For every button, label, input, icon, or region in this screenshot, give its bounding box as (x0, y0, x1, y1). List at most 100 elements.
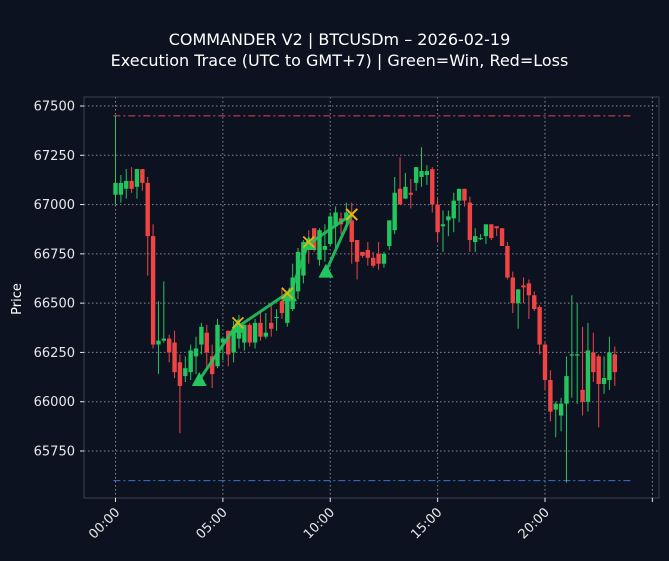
candle-body (397, 188, 403, 205)
candle (473, 228, 478, 252)
candle-body (537, 307, 542, 345)
candle-body (220, 338, 226, 343)
candle (580, 326, 585, 416)
candle (542, 342, 548, 390)
candle (268, 305, 274, 337)
candle (118, 175, 124, 203)
candle-body (129, 180, 134, 189)
candle (424, 165, 430, 185)
reference-lines (113, 115, 634, 482)
candle-body (548, 380, 553, 412)
candle-body (532, 295, 537, 310)
candle (129, 167, 134, 193)
candle (564, 356, 569, 483)
plot-frame (83, 96, 660, 499)
candle (156, 301, 161, 375)
candle-body (317, 230, 322, 260)
candle (258, 311, 263, 341)
y-tick-label: 65750 (34, 445, 75, 460)
candle-body (236, 328, 242, 339)
candle (199, 322, 204, 355)
candle-body (553, 403, 558, 410)
candle-body (467, 202, 473, 241)
candle-body (188, 350, 193, 373)
candle (209, 344, 215, 388)
candle (532, 291, 537, 312)
candle-body (489, 224, 494, 239)
candle (451, 192, 456, 233)
candle (569, 295, 575, 398)
candle (166, 334, 172, 363)
candle (430, 167, 435, 213)
candles (113, 115, 617, 483)
candle-body (419, 171, 424, 177)
candle-body (564, 376, 569, 404)
candle-body (505, 245, 510, 278)
candle-body (607, 352, 612, 381)
candle-body (591, 352, 596, 373)
y-tick-label: 66250 (34, 346, 75, 361)
candle-body (349, 220, 354, 243)
candle (177, 354, 183, 434)
candle-body (473, 236, 478, 243)
candle-body (252, 322, 258, 343)
candle (322, 224, 328, 262)
candle (204, 324, 209, 371)
candle (392, 176, 397, 235)
candle (494, 226, 499, 237)
candle (387, 220, 392, 250)
candle-body (247, 324, 252, 343)
trade-win (237, 292, 289, 329)
candle-body (558, 403, 564, 416)
candle-body (430, 169, 435, 205)
y-tick-label: 67000 (34, 198, 75, 213)
candle-body (226, 330, 231, 355)
candle (515, 289, 521, 329)
candle (440, 210, 446, 252)
candle-body (424, 171, 430, 175)
candle-body (258, 322, 263, 337)
entry-triangle-icon (230, 318, 246, 333)
candle-body (542, 344, 548, 381)
candle-body (456, 188, 462, 201)
candle (360, 251, 365, 258)
candle-body (499, 228, 505, 246)
chart-title: COMMANDER V2 | BTCUSDm – 2026-02-19 (169, 30, 511, 49)
candle (548, 370, 553, 422)
candle (537, 305, 542, 355)
trade-line (324, 213, 354, 273)
y-tick-label: 66750 (34, 247, 75, 262)
candle-body (354, 240, 360, 262)
candle (462, 188, 467, 207)
candle-body (521, 285, 526, 288)
candle-body (166, 338, 172, 353)
candle-body (150, 236, 156, 345)
candle-body (494, 226, 499, 229)
candle (419, 147, 424, 187)
candle (274, 309, 279, 331)
candle-body (322, 245, 328, 250)
candle-body (183, 368, 188, 377)
candle (172, 330, 177, 379)
grid-lines (84, 97, 659, 498)
candle-body (360, 251, 365, 256)
candle (446, 210, 451, 237)
candle (558, 397, 564, 432)
candle (505, 242, 510, 280)
candle-body (268, 322, 274, 329)
candle (193, 336, 199, 375)
candle-body (569, 354, 575, 356)
candle-body (193, 348, 199, 357)
candle (188, 344, 193, 381)
candle (150, 224, 156, 349)
candle-body (177, 362, 183, 386)
candle-body (199, 326, 204, 345)
candle (376, 242, 381, 270)
candle (140, 169, 145, 191)
trade-line (288, 241, 311, 296)
candle-body (451, 200, 456, 219)
candle (499, 228, 505, 246)
candle (397, 157, 403, 205)
candle-body (580, 389, 585, 402)
y-tick-label: 67500 (34, 100, 75, 115)
